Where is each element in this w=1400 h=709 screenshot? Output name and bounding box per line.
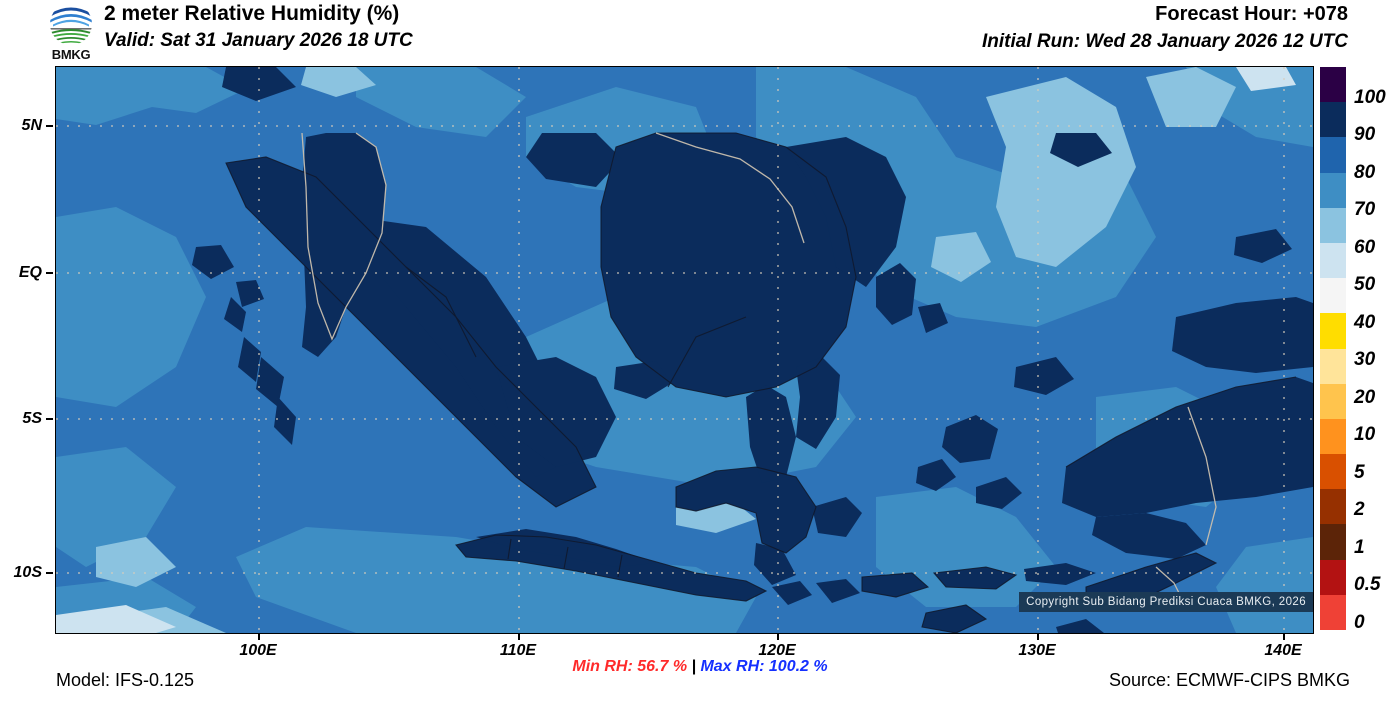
colorbar-band-9 [1320,383,1346,419]
page-title: 2 meter Relative Humidity (%) [104,2,400,25]
colorbar-tick-2: 2 [1354,499,1365,520]
lon-label-110e: 110E [499,642,537,659]
colorbar-tick-10: 10 [1354,424,1376,445]
colorbar-band-12 [1320,489,1346,525]
min-max-separator: | [691,658,696,675]
colorbar-tick-90: 90 [1354,124,1376,145]
copyright-banner: Copyright Sub Bidang Prediksi Cuaca BMKG… [1019,592,1313,612]
rh-band-90-100 [192,67,1313,633]
lon-label-130e: 130E [1018,642,1056,659]
lon-label-100e: 100E [239,642,277,659]
lon-label-120e: 120E [758,642,796,659]
lat-tick-5n [46,125,53,127]
colorbar-tick-70: 70 [1354,199,1376,220]
humidity-map[interactable]: Copyright Sub Bidang Prediksi Cuaca BMKG… [55,66,1314,634]
colorbar-tick-5: 5 [1354,462,1365,483]
colorbar-tick-60: 60 [1354,237,1376,258]
colorbar-band-8 [1320,348,1346,384]
model-label: Model: IFS-0.125 [56,670,195,690]
lat-tick-eq [46,272,53,274]
lat-label-5n: 5N [21,117,42,134]
colorbar-band-5 [1320,242,1346,279]
colorbar-band-15 [1320,594,1346,630]
colorbar-band-0 [1320,67,1346,103]
colorbar-band-11 [1320,454,1346,490]
colorbar-band-3 [1320,172,1346,208]
lat-label-5s: 5S [22,410,42,427]
header: BMKG 2 meter Relative Humidity (%) Valid… [0,0,1400,62]
map-gridlines [56,67,1313,633]
forecast-hour-label: Forecast Hour: +078 [1155,3,1348,25]
initial-run-label: Initial Run: Wed 28 January 2026 12 UTC [981,31,1348,52]
lat-label-10s: 10S [13,564,42,581]
lat-label-eq: EQ [18,264,42,281]
colorbar-band-14 [1320,559,1346,595]
rh-band-50-60 [56,67,1296,633]
colorbar-tick-20: 20 [1354,387,1376,408]
colorbar-tick-0: 0 [1354,612,1365,633]
colorbar-tick-100: 100 [1354,87,1386,108]
lon-tick-120e [777,633,779,640]
source-label: Source: ECMWF-CIPS BMKG [1108,670,1350,690]
lon-label-140e: 140E [1264,642,1302,659]
lat-tick-5s [46,418,53,420]
colorbar-tick-80: 80 [1354,162,1376,183]
valid-time-label: Valid: Sat 31 January 2026 18 UTC [104,30,413,51]
colorbar-tick-0.5: 0.5 [1354,574,1381,595]
country-borders [301,132,1217,608]
bmkg-logo-icon [50,3,92,45]
bmkg-logo: BMKG [40,2,102,62]
colorbar-tick-1: 1 [1354,537,1365,558]
lon-tick-130e [1037,633,1039,640]
colorbar-band-10 [1320,418,1346,455]
colorbar-tick-30: 30 [1354,349,1376,370]
lat-tick-10s [46,572,53,574]
bmkg-logo-text: BMKG [51,47,91,62]
colorbar-band-13 [1320,524,1346,560]
lon-tick-140e [1283,633,1285,640]
colorbar-band-6 [1320,278,1346,314]
lon-tick-100e [258,633,260,640]
colorbar-band-4 [1320,207,1346,243]
max-rh-value: Max RH: 100.2 % [700,658,828,675]
colorbar-tick-50: 50 [1354,274,1376,295]
min-max-readout: Min RH: 56.7 % | Max RH: 100.2 % [0,658,1400,676]
lon-tick-110e [518,633,520,640]
colorbar-band-1 [1320,102,1346,138]
colorbar [1320,67,1346,630]
humidity-field-svg [56,67,1313,633]
min-rh-value: Min RH: 56.7 % [572,658,688,675]
colorbar-band-2 [1320,137,1346,173]
colorbar-band-7 [1320,313,1346,349]
colorbar-tick-40: 40 [1354,312,1376,333]
